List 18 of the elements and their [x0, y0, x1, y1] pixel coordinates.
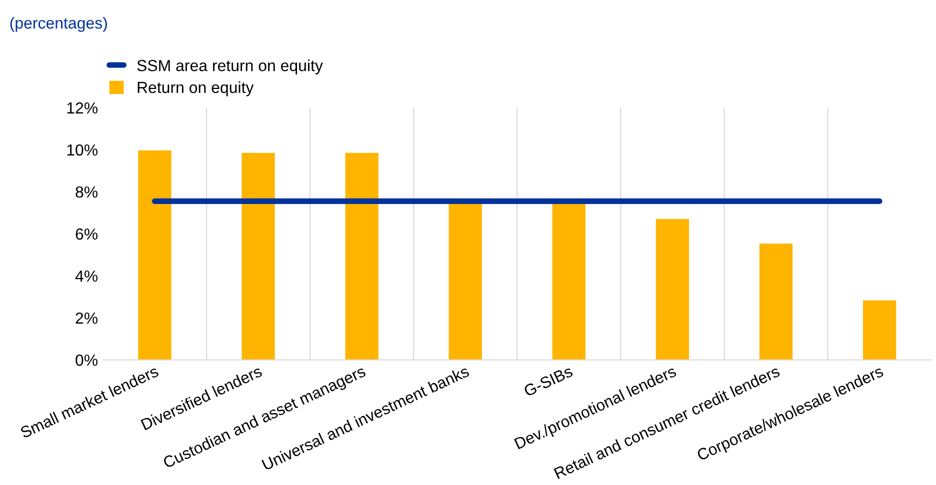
bar [448, 202, 482, 360]
bar [552, 204, 586, 360]
legend-label: SSM area return on equity [137, 60, 323, 74]
legend-label: Return on equity [138, 81, 254, 96]
y-tick-label: 10% [67, 144, 98, 156]
y-tick-label: 12% [67, 102, 98, 114]
y-tick-label: 2% [76, 312, 98, 324]
bar [138, 150, 172, 360]
bar [759, 244, 793, 360]
bar [862, 300, 896, 360]
y-tick-label: 4% [75, 270, 98, 282]
y-tick-label: 8% [76, 186, 98, 198]
y-tick-label: 0% [76, 354, 98, 366]
y-tick-label: 6% [76, 228, 98, 240]
bar [345, 152, 378, 360]
bar [242, 152, 275, 360]
chart-title: (percentages) [10, 16, 107, 32]
bar [656, 219, 690, 360]
